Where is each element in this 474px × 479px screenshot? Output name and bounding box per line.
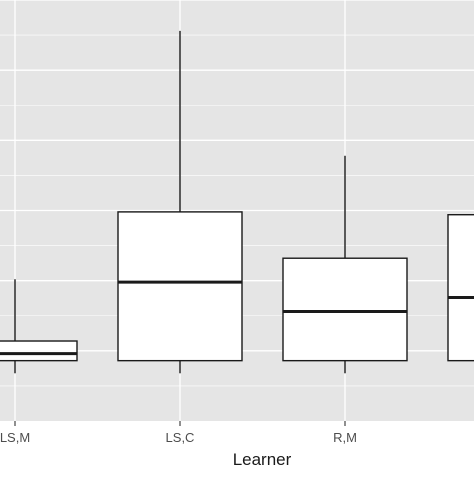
box-4 bbox=[447, 214, 474, 362]
x-tick-marks bbox=[14, 421, 346, 426]
box-2 bbox=[117, 30, 243, 374]
x-tick-label: LS,M bbox=[0, 430, 30, 445]
box-iqr bbox=[447, 214, 474, 362]
box-1 bbox=[0, 279, 78, 374]
boxes-layer bbox=[0, 30, 474, 374]
box-iqr bbox=[282, 257, 408, 362]
x-axis-title: Learner bbox=[233, 450, 292, 469]
x-tick-label: LS,C bbox=[166, 430, 195, 445]
x-tick-label: R,M bbox=[333, 430, 357, 445]
box-iqr bbox=[0, 340, 78, 362]
x-tick-labels: LS,M LS,C R,M bbox=[0, 430, 357, 445]
box-3 bbox=[282, 155, 408, 374]
box-iqr bbox=[117, 211, 243, 362]
